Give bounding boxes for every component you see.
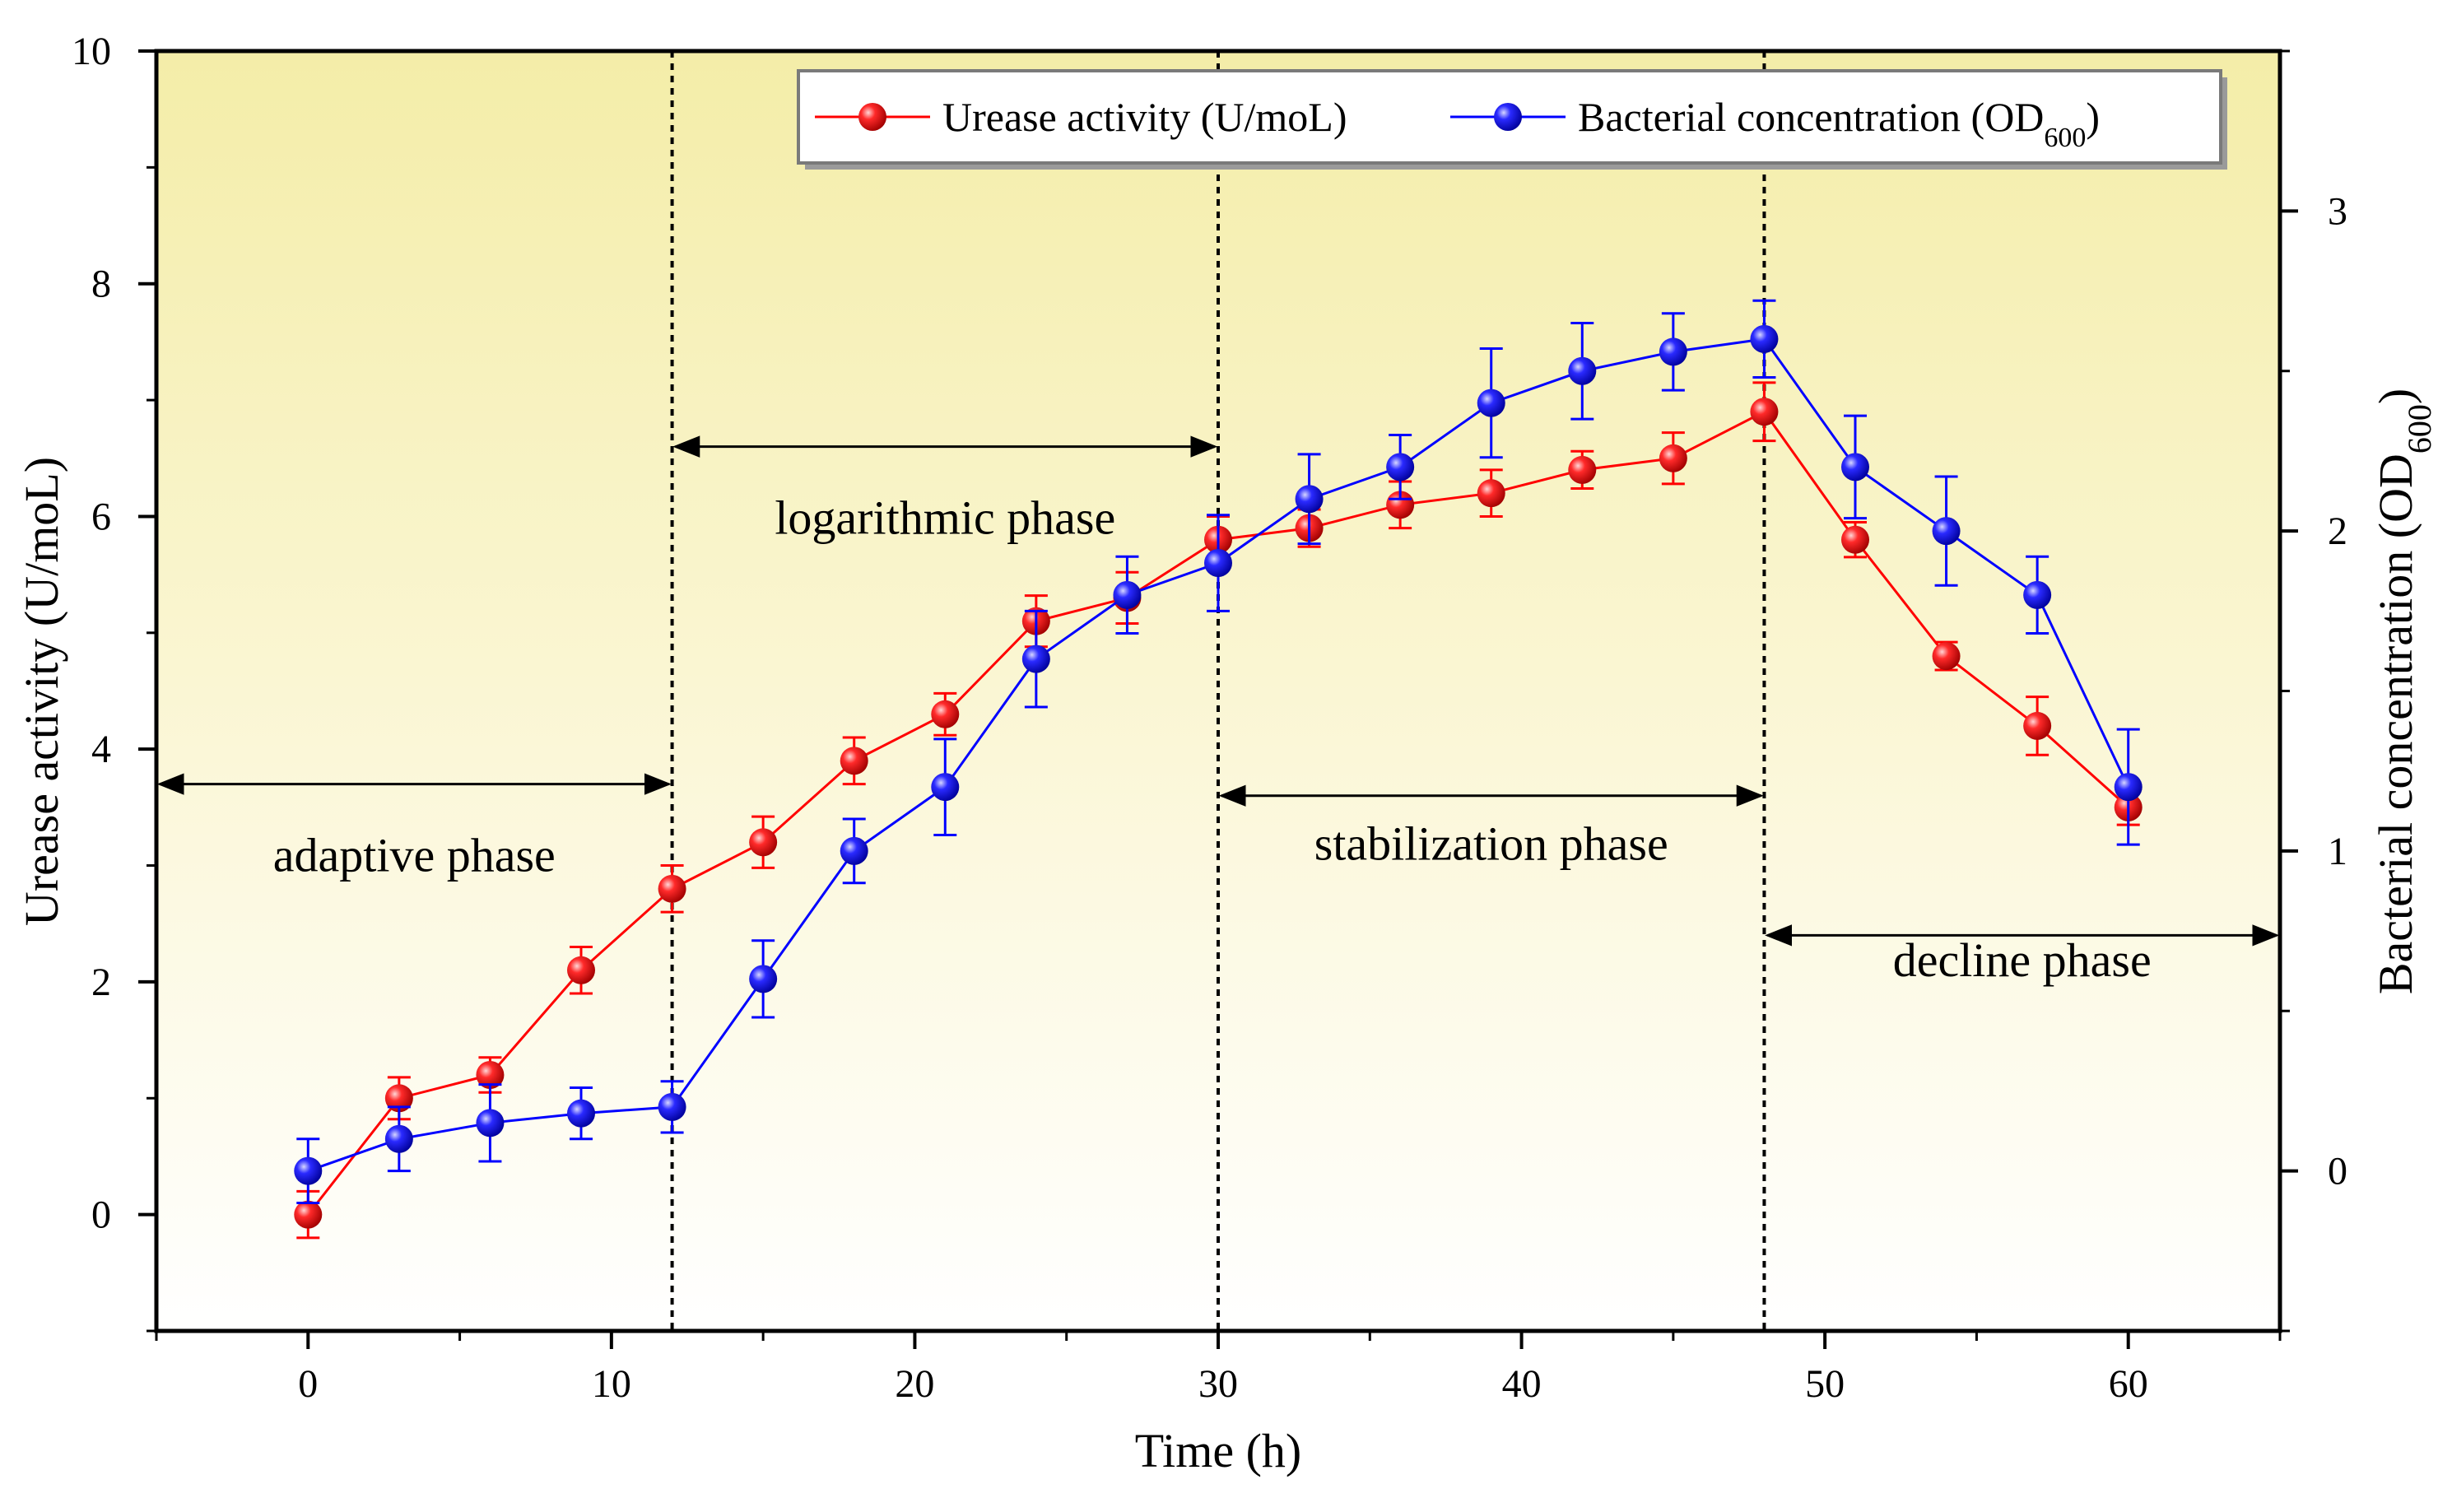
bacterial-point [1295,485,1324,514]
bacterial-point [931,773,960,802]
bacterial-point [840,836,868,865]
urease-point [840,747,868,775]
y2-tick-label: 3 [2328,189,2347,233]
x-tick-label: 60 [2109,1362,2148,1406]
y2-tick-label: 1 [2328,830,2347,873]
urease-point [567,956,595,984]
urease-point [1477,479,1505,508]
y-tick-label: 0 [91,1193,111,1237]
bacterial-point [1568,356,1597,385]
x-tick-label: 30 [1198,1362,1238,1406]
bacterial-point [2023,580,2052,609]
phase-label: logarithmic phase [775,491,1115,545]
x-tick-label: 20 [895,1362,934,1406]
legend-bacterial-label: Bacterial concentration (OD600) [1578,94,2100,153]
y2-axis-title-end: ) [2369,388,2422,404]
legend-bacterial-end: ) [2086,94,2100,140]
x-tick-label: 50 [1805,1362,1845,1406]
bacterial-point [749,965,778,993]
bacterial-point [658,1092,686,1121]
y2-axis-title: Bacterial concentration (OD600) [2369,388,2438,994]
urease-point [749,828,778,857]
bacterial-point [1750,324,1779,353]
bacterial-point [476,1109,505,1137]
y-tick-label: 6 [91,495,111,538]
bacterial-point [567,1099,595,1128]
bacterial-point [384,1124,413,1153]
bacterial-point [1477,388,1505,417]
x-axis-title: Time (h) [1135,1424,1302,1477]
legend-bacterial-main: Bacterial concentration (OD [1578,94,2044,140]
urease-point [476,1061,505,1089]
urease-point [1568,455,1597,484]
urease-point [931,700,960,728]
urease-point [1932,642,1961,671]
urease-point [294,1200,323,1229]
legend-bacterial-marker [1494,103,1522,131]
urease-point [1841,525,1869,554]
y2-axis-title-sub: 600 [2401,404,2438,454]
bacterial-point [1841,453,1869,482]
phase-label: adaptive phase [273,829,556,882]
y2-tick-label: 2 [2328,509,2347,553]
bacterial-point [294,1156,323,1185]
urease-point [384,1084,413,1113]
x-tick-label: 40 [1502,1362,1542,1406]
x-tick-label: 10 [592,1362,631,1406]
series-layer [294,299,2143,1240]
legend-bacterial-sub: 600 [2044,123,2086,153]
y-tick-label: 10 [72,30,111,73]
urease-point [1659,444,1687,472]
y2-tick-label: 0 [2328,1150,2347,1193]
phase-label: stabilization phase [1314,816,1668,870]
bacterial-point [1932,517,1961,546]
urease-point [2023,711,2052,740]
legend-urease-label: Urease activity (U/moL) [942,94,1347,140]
y-axis-title: Urease activity (U/moL) [15,457,68,926]
bacterial-point [1113,580,1142,609]
bacterial-point [2114,773,2143,802]
legend: Urease activity (U/moL) Bacterial concen… [797,69,2227,170]
phase-label: decline phase [1893,933,2152,987]
y-tick-label: 4 [91,728,111,771]
bacterial-point [1021,644,1050,673]
y-tick-label: 8 [91,263,111,306]
y2-axis-title-main: Bacterial concentration (OD [2369,454,2422,994]
bacterial-point [1386,453,1415,482]
phase-layer: adaptive phase logarithmic phase stabiliza… [156,51,2280,1331]
urease-point [1750,398,1779,426]
legend-urease-marker [858,103,886,131]
bacterial-point [1659,337,1687,366]
bacterial-point [1204,549,1232,577]
urease-point [658,874,686,903]
x-tick-label: 0 [298,1362,318,1406]
y-tick-label: 2 [91,961,111,1004]
bacterial-series [294,299,2143,1204]
